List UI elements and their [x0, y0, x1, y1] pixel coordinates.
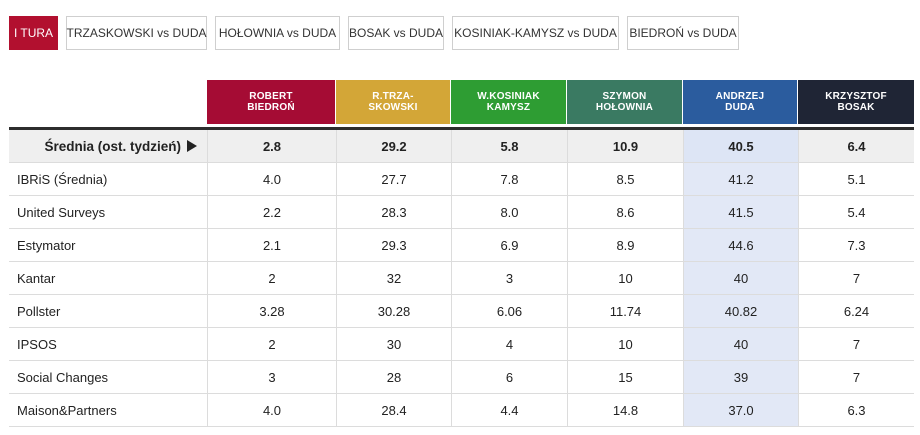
row-label-text: United Surveys: [17, 204, 106, 220]
header-holownia: SZYMON HOŁOWNIA: [567, 80, 682, 124]
row-label-text: IBRiS (Średnia): [17, 171, 108, 187]
row-label: IPSOS: [9, 328, 207, 360]
value-cell: 40: [683, 328, 798, 360]
value-cell: 14.8: [567, 394, 683, 426]
value-cell: 5.4: [798, 196, 914, 228]
value-cell: 4.0: [207, 163, 336, 195]
value-cell: 28.3: [336, 196, 451, 228]
value-cell: 8.0: [451, 196, 567, 228]
value-cell: 40.5: [683, 130, 798, 162]
value-cell: 10: [567, 262, 683, 294]
header-kosiniak-kamysz: W.KOSINIAK KAMYSZ: [451, 80, 566, 124]
value-cell: 2: [207, 328, 336, 360]
round-tabs: I TURA TRZASKOWSKI vs DUDA HOŁOWNIA vs D…: [9, 16, 747, 50]
value-cell: 7: [798, 328, 914, 360]
value-cell: 40: [683, 262, 798, 294]
header-duda: ANDRZEJ DUDA: [683, 80, 797, 124]
value-cell: 37.0: [683, 394, 798, 426]
value-cell: 39: [683, 361, 798, 393]
row-label: IBRiS (Średnia): [9, 163, 207, 195]
value-cell: 3.28: [207, 295, 336, 327]
play-arrow-icon: [187, 140, 197, 152]
value-cell: 8.6: [567, 196, 683, 228]
header-divider: [9, 127, 914, 130]
value-cell: 29.3: [336, 229, 451, 261]
header-bosak: KRZYSZTOF BOSAK: [798, 80, 914, 124]
value-cell: 6.9: [451, 229, 567, 261]
tab-bosak-vs-duda[interactable]: BOSAK vs DUDA: [348, 16, 444, 50]
row-label-text: Maison&Partners: [17, 402, 117, 418]
value-cell: 30.28: [336, 295, 451, 327]
tab-holownia-vs-duda[interactable]: HOŁOWNIA vs DUDA: [215, 16, 340, 50]
value-cell: 6.3: [798, 394, 914, 426]
average-row: Średnia (ost. tydzień) 2.8 29.2 5.8 10.9 40.5…: [9, 130, 914, 163]
poll-table: ROBERT BIEDROŃ R.TRZA-SKOWSKI W.KOSINIAK…: [9, 80, 914, 427]
row-label: Średnia (ost. tydzień): [9, 130, 207, 162]
value-cell: 15: [567, 361, 683, 393]
value-cell: 4: [451, 328, 567, 360]
value-cell: 40.82: [683, 295, 798, 327]
row-label: Estymator: [9, 229, 207, 261]
row-label-text: Estymator: [17, 237, 76, 253]
value-cell: 44.6: [683, 229, 798, 261]
value-cell: 5.8: [451, 130, 567, 162]
value-cell: 2.1: [207, 229, 336, 261]
value-cell: 10: [567, 328, 683, 360]
value-cell: 6.06: [451, 295, 567, 327]
row-label-text: Kantar: [17, 270, 56, 286]
value-cell: 2.2: [207, 196, 336, 228]
value-cell: 32: [336, 262, 451, 294]
poll-row: Kantar 2 32 3 10 40 7: [9, 262, 914, 295]
row-label: Maison&Partners: [9, 394, 207, 426]
row-label-text: Pollster: [17, 303, 61, 319]
value-cell: 28.4: [336, 394, 451, 426]
value-cell: 3: [207, 361, 336, 393]
value-cell: 8.5: [567, 163, 683, 195]
tab-kosiniak-kamysz-vs-duda[interactable]: KOSINIAK-KAMYSZ vs DUDA: [452, 16, 619, 50]
value-cell: 6.24: [798, 295, 914, 327]
poll-row: United Surveys 2.2 28.3 8.0 8.6 41.5 5.4: [9, 196, 914, 229]
value-cell: 2: [207, 262, 336, 294]
value-cell: 5.1: [798, 163, 914, 195]
value-cell: 2.8: [207, 130, 336, 162]
value-cell: 27.7: [336, 163, 451, 195]
tab-biedron-vs-duda[interactable]: BIEDROŃ vs DUDA: [627, 16, 739, 50]
value-cell: 4.4: [451, 394, 567, 426]
row-label: Kantar: [9, 262, 207, 294]
tab-first-round[interactable]: I TURA: [9, 16, 58, 50]
tab-trzaskowski-vs-duda[interactable]: TRZASKOWSKI vs DUDA: [66, 16, 207, 50]
value-cell: 7: [798, 262, 914, 294]
value-cell: 7: [798, 361, 914, 393]
row-label-text: IPSOS: [17, 336, 57, 352]
poll-row: Estymator 2.1 29.3 6.9 8.9 44.6 7.3: [9, 229, 914, 262]
poll-row: Pollster 3.28 30.28 6.06 11.74 40.82 6.24: [9, 295, 914, 328]
row-label-text: Średnia (ost. tydzień): [44, 138, 181, 154]
value-cell: 41.2: [683, 163, 798, 195]
poll-row: IPSOS 2 30 4 10 40 7: [9, 328, 914, 361]
value-cell: 7.3: [798, 229, 914, 261]
candidate-header-row: ROBERT BIEDROŃ R.TRZA-SKOWSKI W.KOSINIAK…: [9, 80, 914, 124]
value-cell: 29.2: [336, 130, 451, 162]
value-cell: 4.0: [207, 394, 336, 426]
value-cell: 8.9: [567, 229, 683, 261]
row-label: Pollster: [9, 295, 207, 327]
value-cell: 30: [336, 328, 451, 360]
poll-row: Social Changes 3 28 6 15 39 7: [9, 361, 914, 394]
poll-row: IBRiS (Średnia) 4.0 27.7 7.8 8.5 41.2 5.1: [9, 163, 914, 196]
row-label: United Surveys: [9, 196, 207, 228]
header-trzaskowski: R.TRZA-SKOWSKI: [336, 80, 450, 124]
value-cell: 6: [451, 361, 567, 393]
row-label-text: Social Changes: [17, 369, 109, 385]
value-cell: 41.5: [683, 196, 798, 228]
value-cell: 7.8: [451, 163, 567, 195]
value-cell: 6.4: [798, 130, 914, 162]
value-cell: 3: [451, 262, 567, 294]
poll-row: Maison&Partners 4.0 28.4 4.4 14.8 37.0 6.3: [9, 394, 914, 427]
value-cell: 11.74: [567, 295, 683, 327]
row-label: Social Changes: [9, 361, 207, 393]
value-cell: 28: [336, 361, 451, 393]
header-biedron: ROBERT BIEDROŃ: [207, 80, 335, 124]
value-cell: 10.9: [567, 130, 683, 162]
